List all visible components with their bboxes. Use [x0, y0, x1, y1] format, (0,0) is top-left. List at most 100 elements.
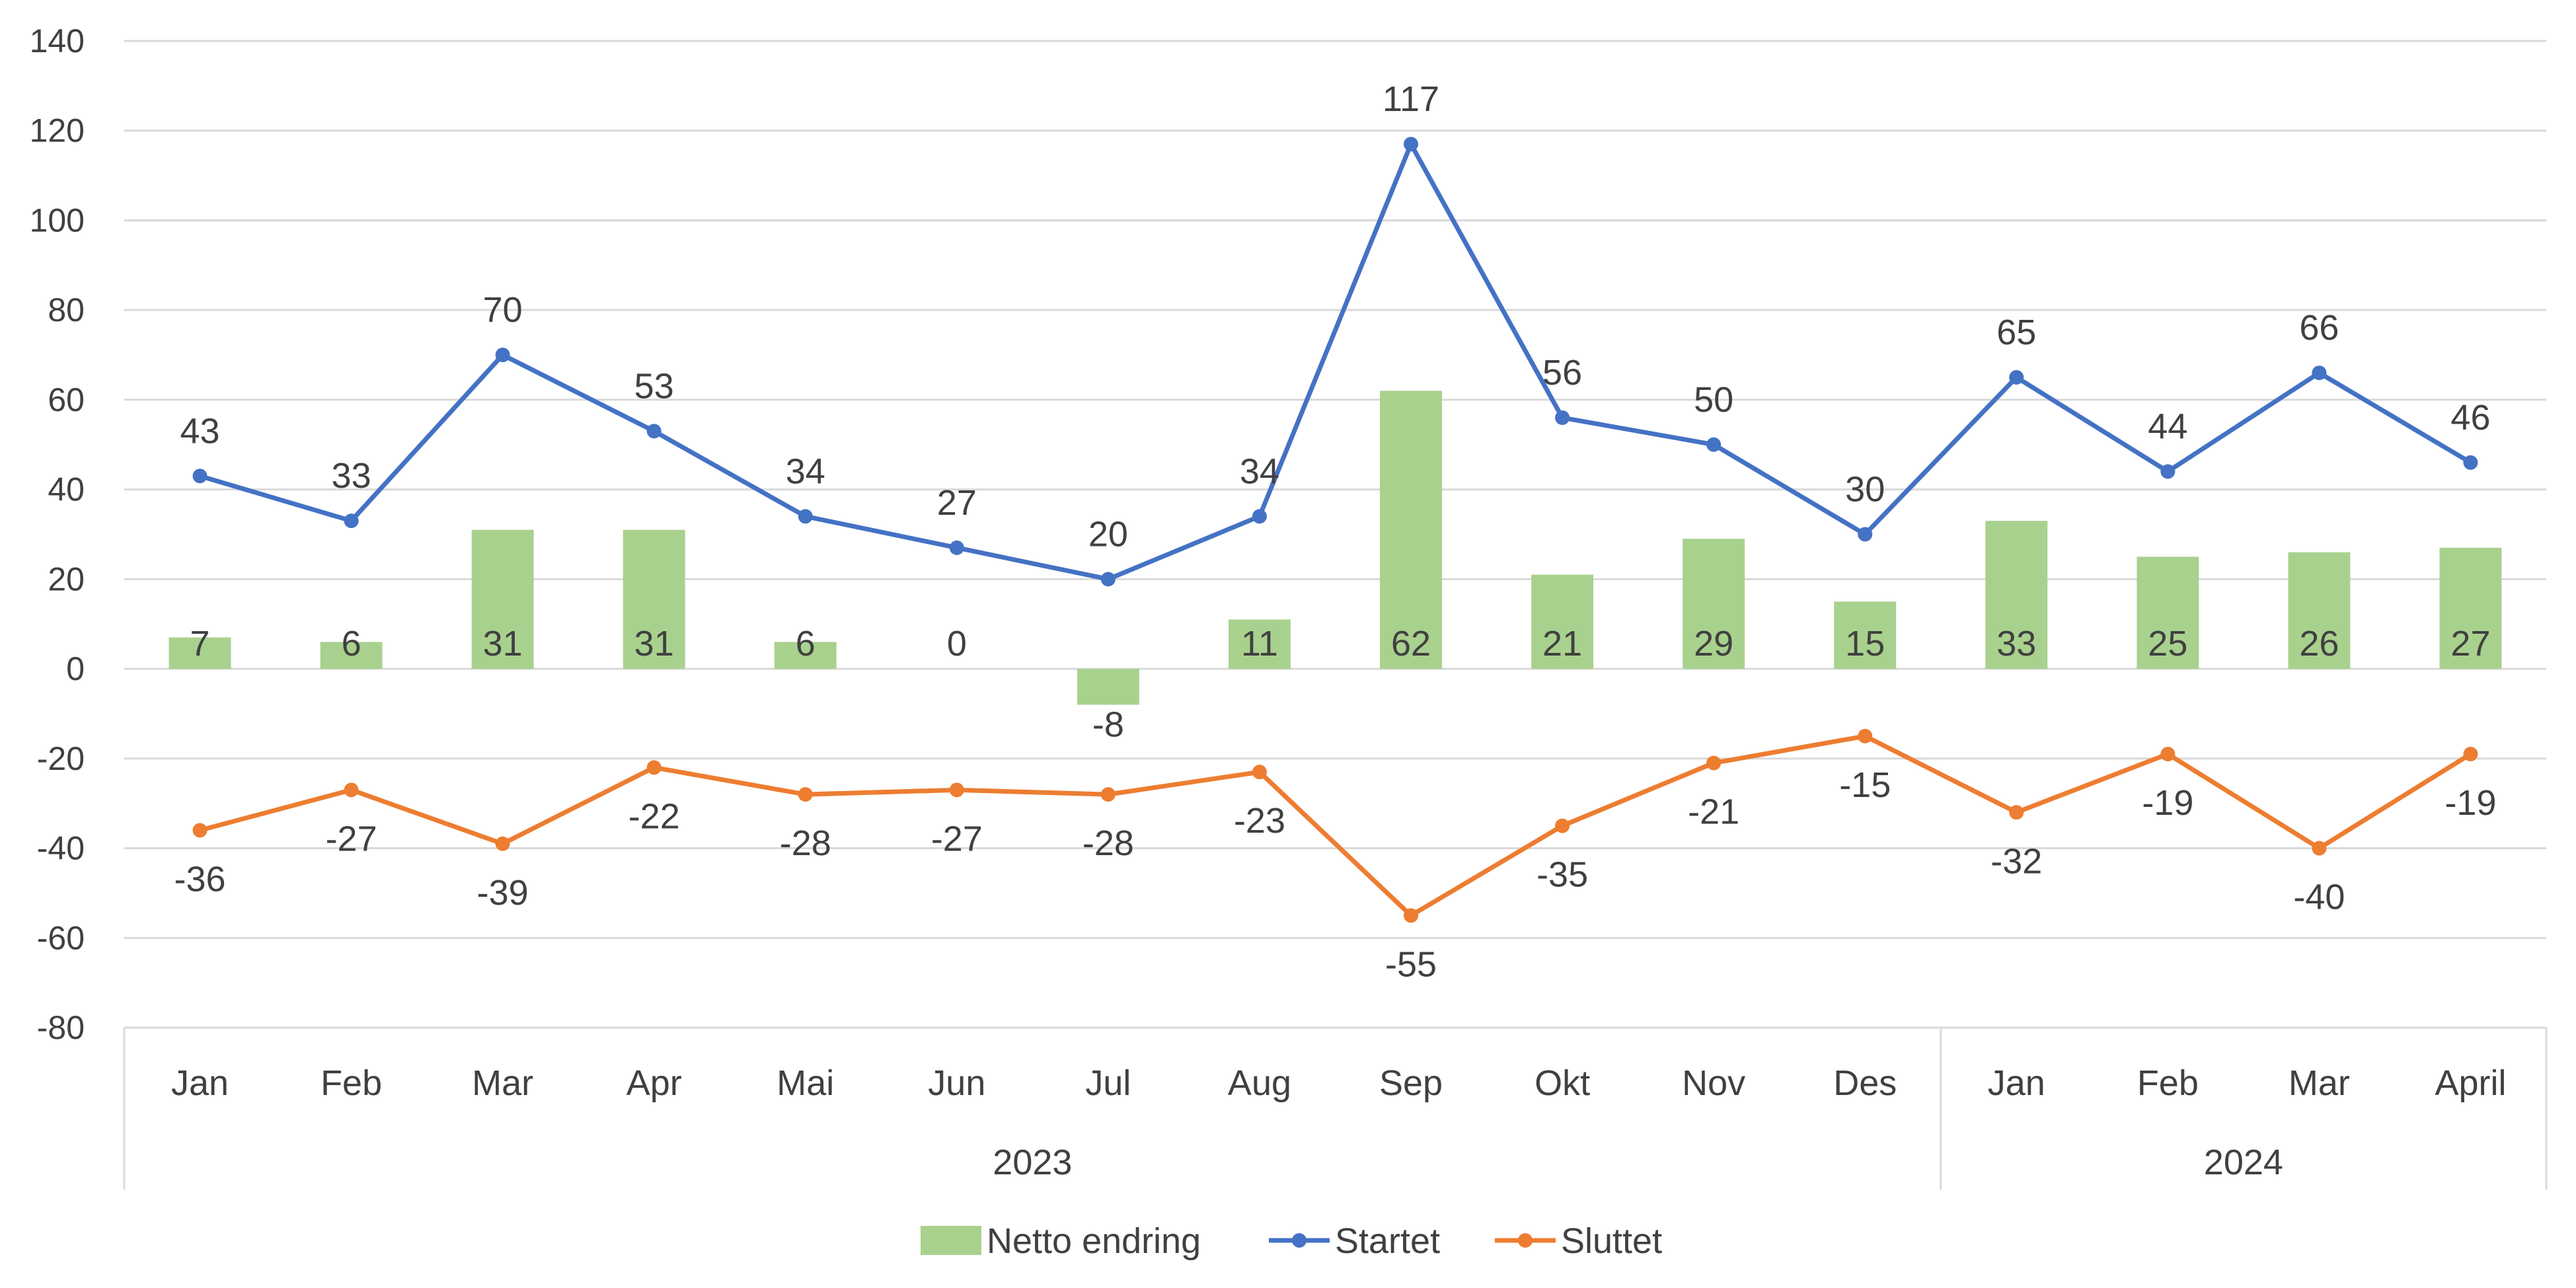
line-data-label: 30 — [1845, 470, 1885, 510]
line-data-label: 53 — [634, 366, 674, 406]
series-point — [646, 424, 662, 439]
y-tick-label: 100 — [30, 202, 85, 239]
line-data-label: -55 — [1385, 944, 1437, 984]
bar-data-label: 31 — [483, 624, 523, 663]
y-tick-label: 80 — [48, 291, 85, 328]
y-tick-label: 60 — [48, 381, 85, 418]
series-point — [1555, 818, 1570, 833]
line-data-label: -15 — [1839, 765, 1891, 805]
line-data-label: 43 — [180, 411, 219, 451]
line-data-label: -21 — [1688, 792, 1739, 832]
x-tick-label: Jan — [1988, 1063, 2045, 1103]
series-point — [1858, 527, 1873, 542]
series-point — [344, 513, 359, 529]
bar-data-label: -8 — [1092, 704, 1124, 744]
bar-data-label: 29 — [1694, 624, 1733, 663]
line-data-label: -40 — [2293, 878, 2345, 917]
bar-data-label: 21 — [1542, 624, 1582, 663]
x-group-label: 2023 — [993, 1143, 1072, 1182]
series-point — [1404, 137, 1419, 152]
bar-data-label: 31 — [634, 624, 674, 663]
legend-label: Startet — [1335, 1221, 1440, 1261]
line-data-label: 65 — [1996, 313, 2036, 352]
line-data-label: 70 — [483, 290, 523, 330]
series-point — [646, 760, 662, 775]
y-tick-label: -80 — [37, 1009, 85, 1046]
bar-data-label: 0 — [947, 624, 967, 663]
series-line — [199, 141, 2472, 582]
bar — [1229, 619, 1291, 669]
bar-data-label: 11 — [1241, 624, 1278, 663]
series-point — [1100, 572, 1116, 587]
x-tick-label: Jul — [1085, 1063, 1131, 1103]
x-group-label: 2024 — [2204, 1143, 2283, 1182]
line-data-label: 20 — [1088, 514, 1128, 554]
series-point — [1706, 755, 1722, 771]
bar — [320, 642, 383, 669]
series-point — [495, 836, 510, 851]
bar — [1380, 391, 1442, 669]
series-point — [495, 348, 510, 363]
line-data-label: -28 — [1082, 823, 1134, 863]
line-data-label: 44 — [2148, 406, 2187, 446]
bar — [169, 637, 231, 669]
x-tick-label: Nov — [1682, 1063, 1745, 1103]
line-data-label: 34 — [786, 451, 825, 491]
y-tick-label: -20 — [37, 740, 85, 777]
series-point — [2463, 455, 2478, 470]
line-data-label: 50 — [1694, 380, 1733, 420]
line-data-label: 27 — [937, 483, 977, 523]
series-point — [1100, 787, 1116, 802]
legend-label: Netto endring — [987, 1221, 1201, 1261]
line-data-label: -23 — [1234, 801, 1285, 841]
bar-data-label: 6 — [796, 624, 815, 663]
series-point — [2312, 365, 2327, 381]
bar — [1683, 539, 1745, 669]
x-axis: 2023 2024 Jan Feb Mar Apr Mai Jun Jul Aug Sep Okt No… — [123, 1026, 2548, 1190]
x-tick-label: Mar — [472, 1063, 533, 1103]
bar-data-label: 33 — [1996, 624, 2036, 663]
series-point — [949, 540, 964, 555]
bar-data-label: 27 — [2450, 624, 2490, 663]
y-axis: 140 120 100 80 60 40 20 0 -20 -40 -60 -80 — [30, 22, 85, 1046]
x-tick-label: Jun — [928, 1063, 985, 1103]
x-tick-label: Feb — [321, 1063, 382, 1103]
series-point — [2160, 747, 2176, 762]
line-data-label: -27 — [931, 819, 983, 858]
series-point — [192, 469, 208, 484]
line-data-label: 33 — [332, 456, 371, 496]
line-data-label: -28 — [780, 823, 831, 863]
legend: Netto endring Startet Sluttet — [921, 1221, 1662, 1261]
line-data-label: -19 — [2444, 783, 2496, 823]
line-data-label: 34 — [1240, 451, 1279, 491]
x-tick-label: Des — [1833, 1063, 1897, 1103]
bar-data-label: 6 — [342, 624, 361, 663]
y-tick-label: 140 — [30, 22, 85, 59]
bar — [1985, 521, 2048, 669]
bar — [1531, 574, 1594, 669]
series-point — [1404, 908, 1419, 923]
y-tick-label: 0 — [66, 650, 85, 687]
line-series — [192, 137, 2478, 923]
series-line — [199, 734, 2472, 918]
series-point — [2009, 369, 2024, 385]
line-data-label: 117 — [1383, 79, 1439, 119]
line-data-label: 66 — [2299, 308, 2339, 348]
legend-swatch — [1518, 1233, 1533, 1248]
x-tick-label: Feb — [2137, 1063, 2199, 1103]
series-point — [1706, 437, 1722, 452]
y-tick-label: 40 — [48, 471, 85, 508]
line-data-label: -39 — [477, 873, 529, 913]
series-point — [2009, 805, 2024, 820]
line-data-label: -22 — [628, 796, 680, 836]
bar — [623, 529, 685, 669]
data-labels: 7 6 31 31 6 0 -8 11 62 21 29 15 33 25 26 27 43 33 70 53 34 27… — [174, 79, 2497, 984]
line-data-label: 46 — [2450, 398, 2490, 437]
x-tick-label: April — [2435, 1063, 2506, 1103]
bar-data-label: 25 — [2148, 624, 2187, 663]
bar-data-label: 7 — [190, 624, 210, 663]
bar-data-label: 62 — [1391, 624, 1431, 663]
bar-data-label: 26 — [2299, 624, 2339, 663]
series-point — [344, 782, 359, 798]
bar — [2137, 556, 2199, 669]
